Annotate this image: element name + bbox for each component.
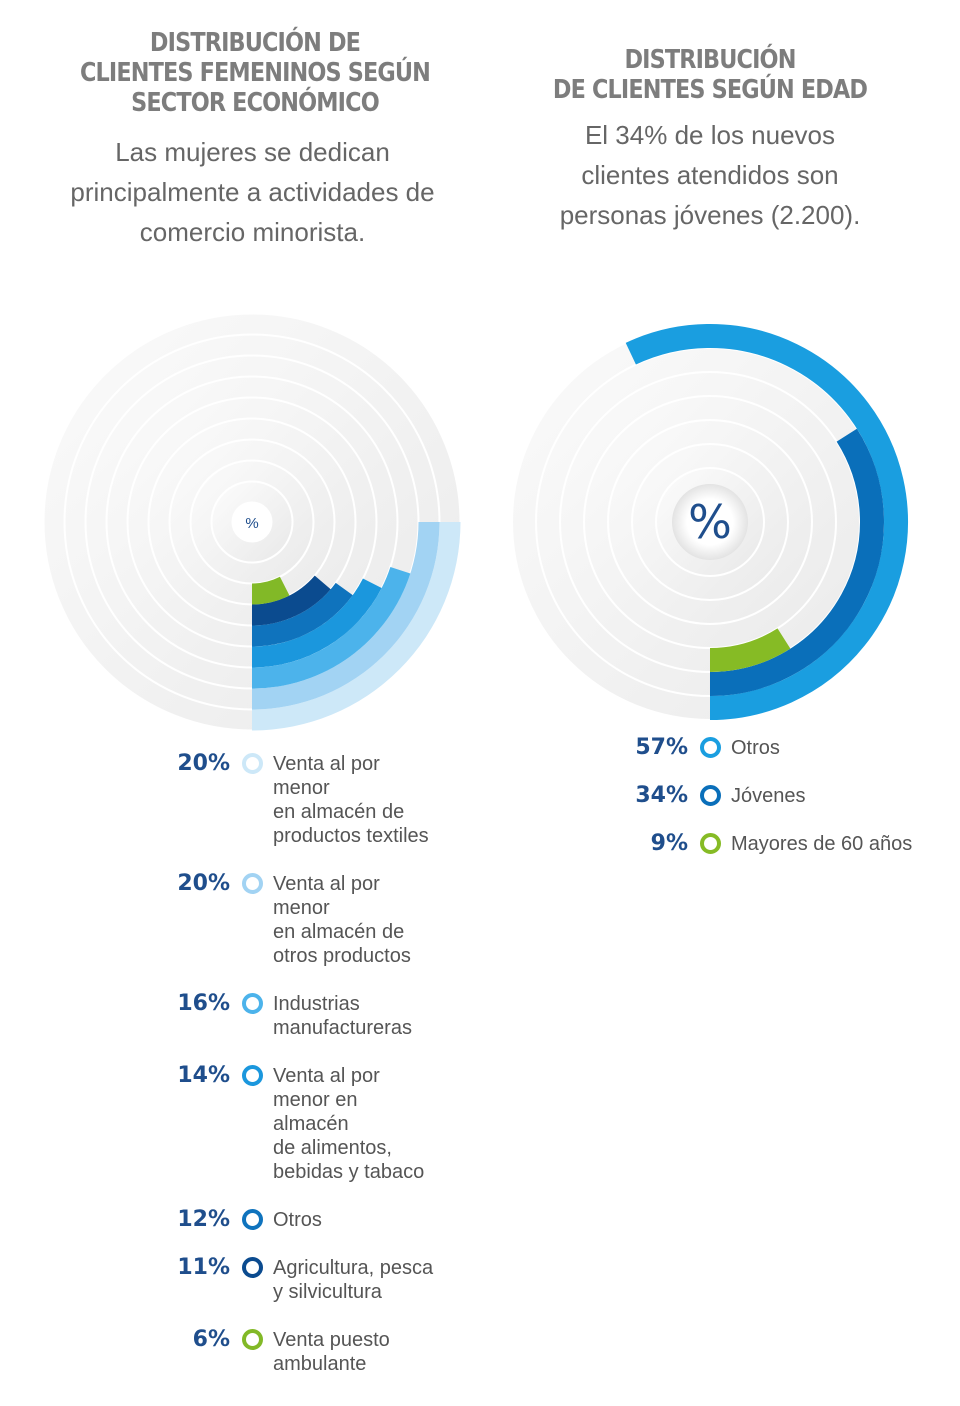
title-line: DISTRIBUCIÓN xyxy=(624,45,796,75)
sector-arc-4 xyxy=(252,578,382,668)
legend-percent: 20% xyxy=(177,871,230,896)
subtitle-line: clientes atendidos son xyxy=(581,160,839,190)
legend-percent: 11% xyxy=(177,1255,230,1280)
legend-percent: 9% xyxy=(650,831,688,856)
legend-swatch-icon xyxy=(242,993,263,1014)
left-chart-title: DISTRIBUCIÓN DE CLIENTES FEMENINOS SEGÚN S… xyxy=(53,28,457,118)
guide-ring xyxy=(633,445,787,599)
legend-label: Jóvenes xyxy=(731,784,951,808)
legend-label-line: menor xyxy=(273,897,330,919)
subtitle-line: principalmente a actividades de xyxy=(70,177,435,207)
legend-label-line: y silvicultura xyxy=(273,1281,382,1303)
legend-label-line: de alimentos, xyxy=(273,1137,392,1159)
legend-label: Venta al por menor en almacén de alimentos,… xyxy=(273,1064,488,1184)
legend-swatch-icon xyxy=(242,1257,263,1278)
legend-label-line: Jóvenes xyxy=(731,785,806,807)
guide-ring xyxy=(657,469,763,575)
age-arc-3 xyxy=(709,628,791,672)
title-line: CLIENTES FEMENINOS SEGÚN xyxy=(79,58,431,88)
legend-swatch-icon xyxy=(242,873,263,894)
legend-label: Venta puesto ambulante xyxy=(273,1328,488,1376)
legend-label: Otros xyxy=(731,736,951,760)
legend-label-line: manufactureras xyxy=(273,1017,412,1039)
legend-percent: 12% xyxy=(177,1207,230,1232)
subtitle-line: El 34% de los nuevos xyxy=(584,120,836,150)
legend-label-line: en almacén de xyxy=(273,921,405,943)
title-line: SECTOR ECONÓMICO xyxy=(131,88,380,118)
legend-swatch-icon xyxy=(700,785,721,806)
right-chart-subtitle: El 34% de los nuevos clientes atendidos s… xyxy=(480,115,940,235)
legend-label-line: bebidas y tabaco xyxy=(273,1161,425,1183)
center-percent-symbol: % xyxy=(688,495,732,549)
sector-radial-chart: % xyxy=(44,314,461,731)
legend-swatch-icon xyxy=(700,833,721,854)
legend-label-line: otros productos xyxy=(273,945,411,967)
legend-label-line: Otros xyxy=(731,737,780,759)
legend-percent: 57% xyxy=(635,735,688,760)
guide-ring xyxy=(191,461,313,583)
center-disc xyxy=(672,484,748,560)
legend-swatch-icon xyxy=(700,737,721,758)
legend-percent: 34% xyxy=(635,783,688,808)
sector-arc-6 xyxy=(252,575,331,626)
legend-label: Venta al por menor en almacén de productos … xyxy=(273,752,488,848)
legend-label-line: Venta al por xyxy=(273,753,380,775)
legend-percent: 14% xyxy=(177,1063,230,1088)
sector-arc-5 xyxy=(252,582,353,647)
legend-label-line: Mayores de 60 años xyxy=(731,833,913,855)
guide-ring xyxy=(609,421,811,623)
right-chart-title: DISTRIBUCIÓN DE CLIENTES SEGÚN EDAD xyxy=(512,45,908,105)
legend-percent: 16% xyxy=(177,991,230,1016)
age-arc-1 xyxy=(625,324,908,720)
sector-arc-1 xyxy=(252,522,461,731)
sector-arc-3 xyxy=(252,566,411,689)
legend-swatch-icon xyxy=(242,1065,263,1086)
legend-swatch-icon xyxy=(242,1209,263,1230)
legend-label-line: Agricultura, pesca xyxy=(273,1257,434,1279)
guide-ring xyxy=(212,482,292,562)
legend-label: Venta al por menor en almacén de otros prod… xyxy=(273,872,488,968)
legend-label-line: menor en xyxy=(273,1089,358,1111)
age-arc-2 xyxy=(709,428,884,696)
legend-label-line: en almacén de xyxy=(273,801,405,823)
legend-percent: 20% xyxy=(177,751,230,776)
sector-arc-2 xyxy=(252,522,440,710)
title-line: DISTRIBUCIÓN DE xyxy=(149,28,361,58)
left-chart-subtitle: Las mujeres se dedican principalmente a a… xyxy=(20,132,485,252)
title-line: DE CLIENTES SEGÚN EDAD xyxy=(552,75,868,105)
legend-swatch-icon xyxy=(242,1329,263,1350)
legend-label-line: ambulante xyxy=(273,1353,367,1375)
legend-swatch-icon xyxy=(242,753,263,774)
legend-label: Otros xyxy=(273,1208,488,1232)
guide-ring xyxy=(585,397,835,647)
legend-label: Industrias manufactureras xyxy=(273,992,488,1040)
subtitle-line: Las mujeres se dedican xyxy=(115,137,390,167)
subtitle-line: comercio minorista. xyxy=(139,217,366,247)
center-percent-symbol: % xyxy=(245,515,258,532)
legend-label-line: Industrias xyxy=(273,993,360,1015)
subtitle-line: personas jóvenes (2.200). xyxy=(559,200,861,230)
legend-label-line: productos textiles xyxy=(273,825,429,847)
legend-label: Mayores de 60 años xyxy=(731,832,951,856)
legend-label-line: Venta al por xyxy=(273,873,380,895)
sector-arc-7 xyxy=(252,576,290,605)
legend-label-line: menor xyxy=(273,777,330,799)
legend-label: Agricultura, pesca y silvicultura xyxy=(273,1256,488,1304)
legend-percent: 6% xyxy=(192,1327,230,1352)
legend-label-line: Venta puesto xyxy=(273,1329,390,1351)
legend-label-line: almacén xyxy=(273,1113,349,1135)
age-radial-chart: % xyxy=(513,324,908,720)
legend-label-line: Venta al por xyxy=(273,1065,380,1087)
legend-label-line: Otros xyxy=(273,1209,322,1231)
